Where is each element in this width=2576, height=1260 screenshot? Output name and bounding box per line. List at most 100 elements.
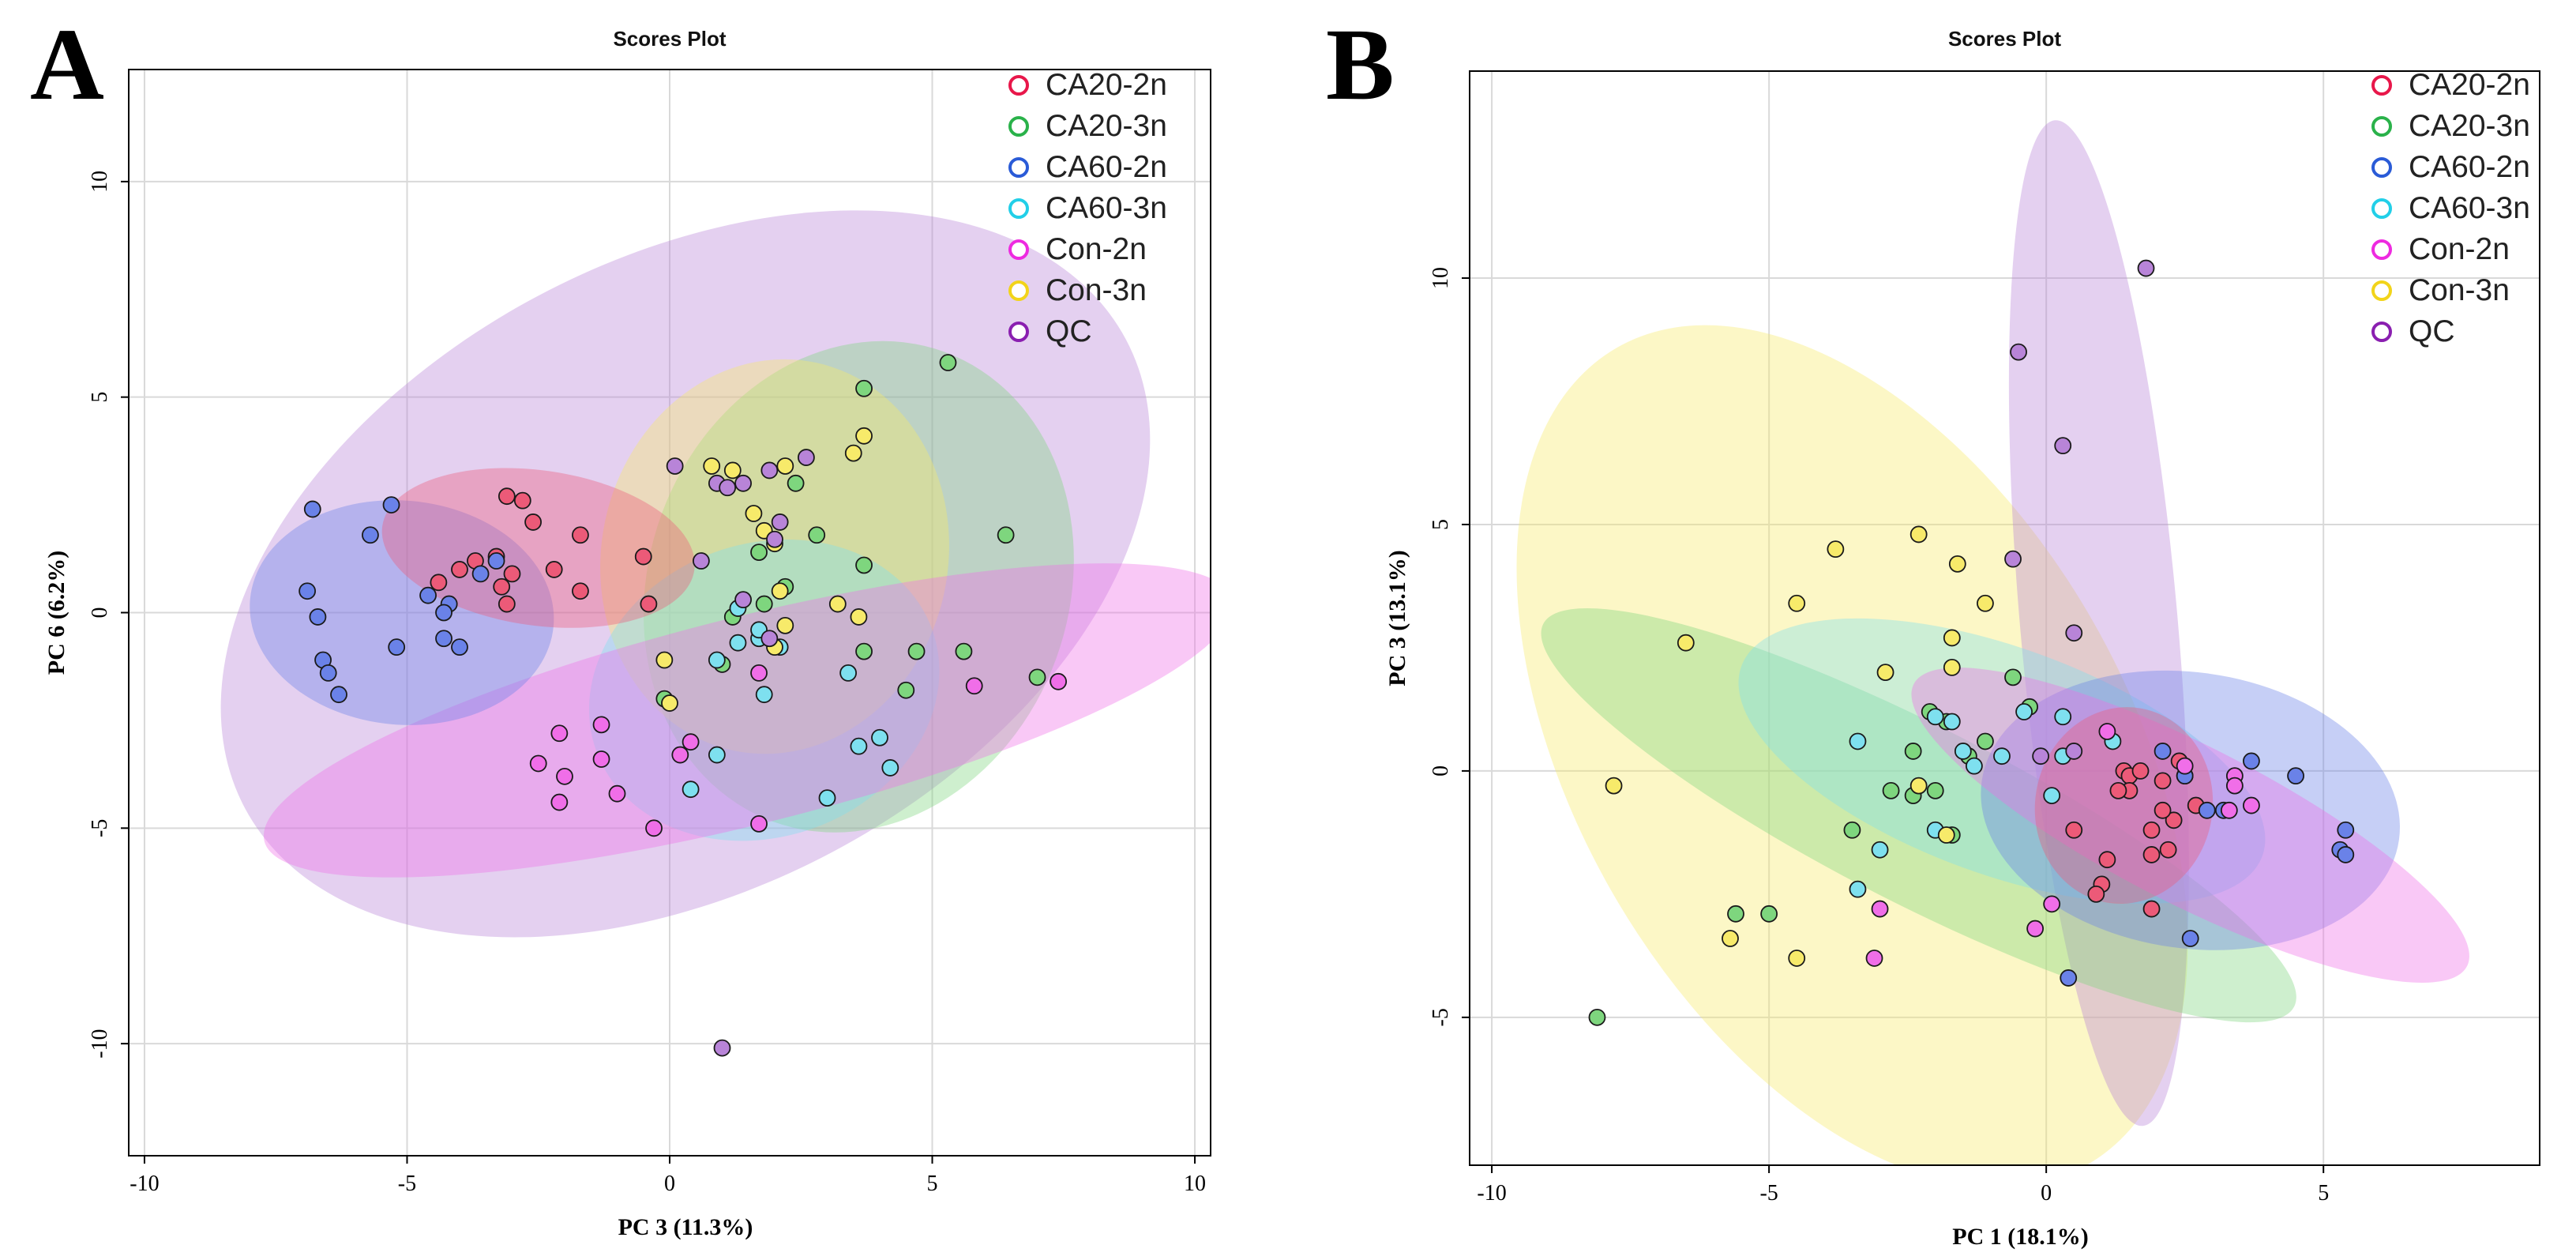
point-con-3n (1943, 629, 1961, 647)
point-ca20-3n (997, 526, 1015, 544)
legend-marker (2371, 239, 2392, 260)
point-ca20-2n (572, 582, 589, 600)
point-con-3n (1722, 930, 1739, 947)
legend-marker (1008, 198, 1029, 219)
point-ca20-3n (1977, 732, 1994, 750)
legend-label: CA20-3n (2409, 109, 2530, 143)
gridlines (1470, 71, 2540, 1165)
point-qc (713, 1039, 731, 1057)
point-ca60-3n (871, 728, 888, 747)
point-con-2n (682, 733, 700, 751)
point-ca60-3n (2043, 787, 2061, 804)
point-ca60-2n (419, 586, 437, 604)
y-tick-label: 5 (1429, 519, 1453, 530)
point-ca20-3n (907, 642, 926, 660)
point-con-2n (529, 754, 547, 773)
x-tick-label: 5 (2318, 1181, 2329, 1205)
point-ca20-3n (755, 595, 773, 613)
legend-marker (1008, 239, 1029, 260)
panel-letter: B (1326, 8, 1395, 122)
point-ca60-2n (487, 552, 505, 570)
legend-label: CA20-3n (1046, 109, 1167, 143)
point-ca60-2n (309, 608, 327, 626)
point-ca20-3n (2004, 668, 2022, 686)
point-qc (693, 552, 710, 570)
x-tick-label: 0 (664, 1172, 675, 1196)
point-ca20-3n (855, 379, 873, 397)
point-qc (771, 513, 789, 531)
point-ca20-3n (955, 642, 973, 660)
plot-frame (1469, 70, 2540, 1166)
point-ca60-2n (451, 638, 468, 656)
point-con-2n (2098, 723, 2116, 740)
point-ca60-2n (2337, 846, 2355, 863)
point-con-2n (550, 724, 569, 743)
point-ca60-2n (2287, 767, 2304, 785)
point-qc (760, 630, 779, 648)
legend-marker (1008, 157, 1029, 178)
point-con-2n (965, 677, 983, 695)
point-ca60-2n (435, 630, 452, 648)
point-con-3n (1876, 664, 1894, 682)
point-con-2n (750, 664, 768, 682)
y-axis-label: PC 6 (6.2%) (43, 551, 69, 675)
point-ca20-3n (787, 474, 805, 492)
point-con-2n (2176, 757, 2194, 775)
point-con-2n (750, 814, 768, 833)
point-con-2n (1871, 900, 1889, 918)
data-points (299, 354, 1068, 1057)
point-ca20-2n (498, 595, 516, 613)
point-ca60-3n (881, 759, 899, 777)
ellipse-con-2n (263, 563, 1211, 878)
point-ca60-3n (2054, 708, 2072, 726)
x-tick-label: 0 (2041, 1181, 2052, 1205)
y-tick-label: 10 (1429, 267, 1453, 289)
point-ca20-3n (1843, 821, 1861, 839)
point-con-2n (2220, 801, 2238, 819)
point-con-3n (855, 427, 873, 445)
point-ca20-2n (2098, 851, 2116, 869)
point-qc (2065, 743, 2083, 760)
point-ca20-2n (572, 526, 589, 544)
x-tick-label: -5 (398, 1172, 416, 1196)
point-ca60-2n (2181, 930, 2199, 947)
point-ca60-2n (2060, 969, 2078, 987)
point-ca20-2n (2154, 801, 2172, 819)
panel-a: A Scores Plot -10 -5 0 5 10 -10 -5 0 5 10 PC 3 (11.3… (30, 8, 1211, 1240)
data-points (1588, 259, 2355, 1026)
legend-label: CA20-2n (1046, 68, 1167, 102)
point-qc (2004, 550, 2022, 568)
point-ca60-3n (1965, 757, 1983, 775)
legend-marker (1008, 280, 1029, 301)
point-con-3n (703, 457, 721, 475)
point-con-2n (1865, 950, 1883, 967)
point-con-2n (592, 750, 610, 768)
ellipse-ca20-2n (381, 468, 695, 628)
legend: CA20-2n CA20-3n CA60-2n CA60-3n Con-2n Con-3n… (2371, 68, 2530, 348)
point-ca60-3n (708, 651, 726, 669)
point-ca20-3n (939, 354, 957, 371)
y-tick-label: 10 (88, 171, 112, 193)
point-ca20-2n (2142, 846, 2161, 863)
panel-letter: A (30, 8, 104, 122)
y-tick-label: 5 (88, 392, 112, 403)
y-tick-label: 0 (1429, 765, 1453, 777)
point-ca60-3n (1954, 743, 1972, 760)
point-ca20-2n (524, 513, 542, 531)
point-con-3n (844, 444, 862, 462)
point-con-3n (776, 457, 794, 475)
ellipse-con-3n (1516, 325, 2188, 1165)
point-ca20-2n (2065, 821, 2083, 839)
gridlines (129, 70, 1211, 1156)
legend-marker (1008, 322, 1029, 342)
legend-label: CA60-2n (2409, 150, 2530, 184)
point-ca60-2n (303, 500, 321, 518)
point-ca20-2n (493, 577, 511, 596)
point-qc (2054, 437, 2072, 455)
y-tick-label: 0 (88, 607, 112, 619)
point-qc (798, 449, 815, 466)
ellipse-qc (2008, 120, 2189, 1126)
legend-marker (1008, 116, 1029, 137)
legend-marker (2371, 198, 2392, 219)
ellipse-qc (220, 210, 1151, 938)
